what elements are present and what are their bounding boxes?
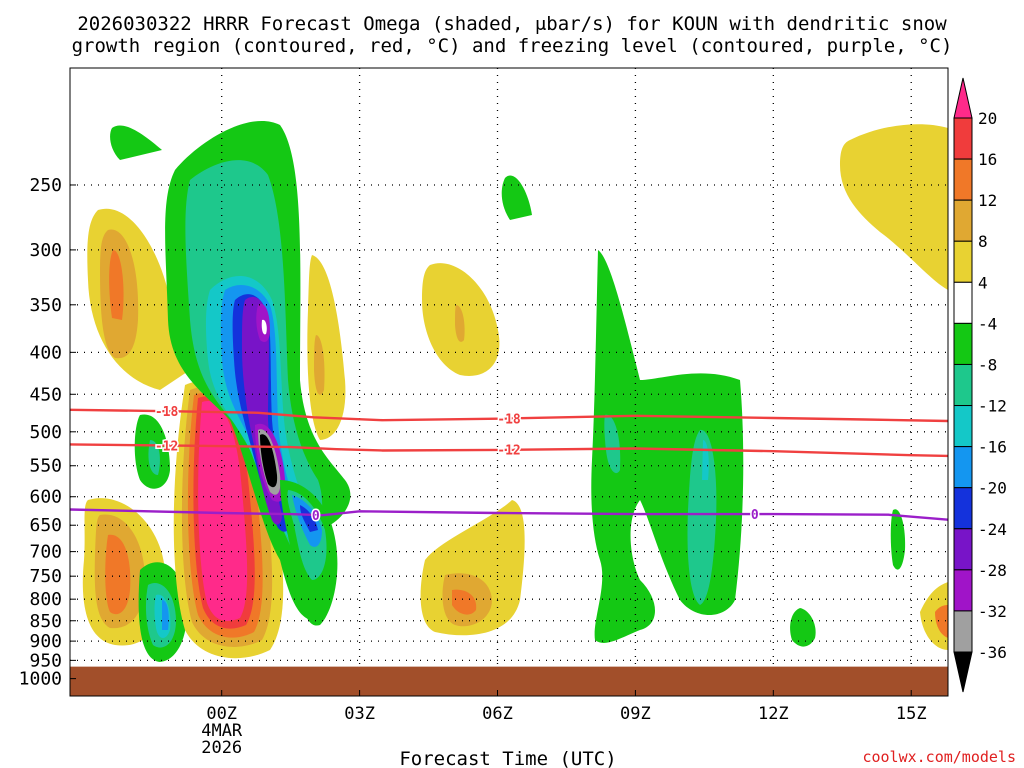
colorbar-bin [953,487,973,530]
colorbar-bin [953,569,973,612]
colorbar-label: 8 [978,232,988,251]
colorbar-label: -20 [978,479,1007,498]
colorbar-bin [953,446,973,489]
contour-label: -18 [155,405,179,420]
credit-text: coolwx.com/models [862,748,1016,766]
colorbar-top-triangle [953,77,973,119]
y-tick-label: 600 [29,487,62,508]
ground-surface [70,666,948,696]
y-tick-label: 400 [29,342,62,363]
y-tick-label: 500 [29,422,62,443]
x-axis-label: Forecast Time (UTC) [399,748,616,768]
y-tick-label: 850 [29,611,62,632]
colorbar-bottom-triangle [953,651,973,693]
contour-line [70,508,948,521]
x-tick-label: 4MAR [201,721,243,741]
y-tick-label: 650 [29,515,62,536]
colorbar-label: -8 [978,355,997,374]
colorbar-bin [953,158,973,201]
x-tick-label: 15Z [896,704,927,724]
colorbar-label: -32 [978,602,1007,621]
y-axis: 2503003504004505005506006507007508008509… [19,175,76,690]
colorbar-label: 12 [978,191,997,210]
x-tick-label: 00Z [206,704,237,724]
colorbar-label: -12 [978,397,1007,416]
x-tick-label: 12Z [758,704,789,724]
colorbar-label: 4 [978,273,988,292]
contour-label: 0 [312,509,320,524]
x-tick-label: 03Z [344,704,375,724]
colorbar-label: -28 [978,561,1007,580]
y-tick-label: 950 [29,650,62,671]
chart-title-line1: 2026030322 HRRR Forecast Omega (shaded, … [77,13,947,35]
contour-label: -12 [155,439,178,454]
y-tick-label: 700 [29,542,62,563]
y-tick-label: 350 [29,295,62,316]
colorbar-bin [953,405,973,448]
contour-label: -12 [497,444,520,459]
plot-frame [69,67,949,697]
x-tick-label: 2026 [201,738,242,758]
contour-label: -18 [497,412,521,427]
x-tick-label: 09Z [620,704,651,724]
y-tick-label: 550 [29,456,62,477]
y-tick-label: 1000 [19,669,62,690]
plot-area: -18 -18 -12 -12 0 0 [70,68,948,696]
colorbar-label: -36 [978,643,1007,662]
y-tick-label: 800 [29,589,62,610]
y-tick-label: 750 [29,566,62,587]
colorbar: 20 16 12 8 4 -4 -8 -12 -16 -20 -24 -28 -32 -36 [953,77,1007,693]
colorbar-label: 20 [978,109,997,128]
colorbar-label: -24 [978,520,1007,539]
colorbar-bin [953,240,973,283]
colorbar-bin [953,363,973,407]
colorbar-bin [953,199,973,242]
colorbar-label: -4 [978,314,997,333]
contour-line [70,408,948,423]
colorbar-label: -16 [978,438,1007,457]
contour-line [70,443,948,458]
colorbar-bin [953,610,973,653]
contour-lines: -18 -18 -12 -12 0 0 [70,404,948,525]
y-tick-label: 900 [29,631,62,652]
y-tick-label: 250 [29,175,62,196]
colorbar-bin [953,117,973,160]
omega-shading [82,121,948,662]
contour-label: 0 [751,508,759,523]
y-tick-label: 450 [29,384,62,405]
colorbar-bin [953,528,973,571]
y-tick-label: 300 [29,240,62,261]
colorbar-bin [953,281,973,324]
chart-title-line2: growth region (contoured, red, °C) and f… [72,35,953,57]
colorbar-label: 16 [978,150,997,169]
x-tick-label: 06Z [482,704,513,724]
colorbar-bin [953,322,973,365]
